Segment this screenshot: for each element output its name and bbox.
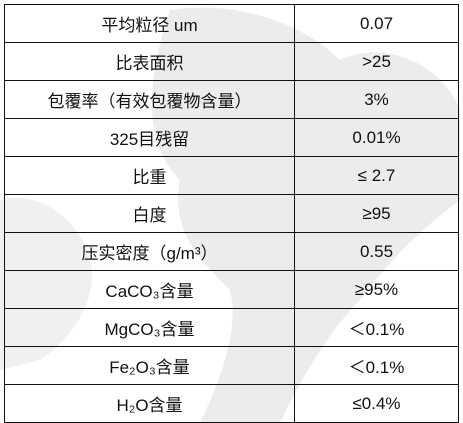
table-row: H₂O含量 ≤0.4%	[4, 384, 459, 423]
value-cell: ≤0.4%	[294, 384, 459, 423]
table-row: 比表面积 >25	[4, 42, 459, 81]
table-row: CaCO₃含量 ≥95%	[4, 270, 459, 309]
property-cell: CaCO₃含量	[4, 270, 295, 309]
value-cell: 0.07	[294, 4, 459, 43]
property-cell: MgCO₃含量	[4, 308, 295, 347]
property-cell: Fe₂O₃含量	[4, 346, 295, 385]
value-cell: ≤ 2.7	[294, 156, 459, 195]
property-cell: H₂O含量	[4, 384, 295, 423]
value-cell: 0.01%	[294, 118, 459, 157]
table-row: 平均粒径 um 0.07	[4, 4, 459, 43]
property-cell: 压实密度（g/m³）	[4, 232, 295, 271]
value-cell: 3%	[294, 80, 459, 119]
property-cell: 包覆率（有效包覆物含量）	[4, 80, 295, 119]
value-cell: >25	[294, 42, 459, 81]
value-cell: ＜0.1%	[294, 308, 459, 347]
value-cell: ＜0.1%	[294, 346, 459, 385]
value-cell: ≥95%	[294, 270, 459, 309]
table-row: MgCO₃含量 ＜0.1%	[4, 308, 459, 347]
value-cell: ≥95	[294, 194, 459, 233]
table-row: 白度 ≥95	[4, 194, 459, 233]
value-cell: 0.55	[294, 232, 459, 271]
table-row: 压实密度（g/m³） 0.55	[4, 232, 459, 271]
table-row: 比重 ≤ 2.7	[4, 156, 459, 195]
property-cell: 白度	[4, 194, 295, 233]
property-cell: 平均粒径 um	[4, 4, 295, 43]
table-row: Fe₂O₃含量 ＜0.1%	[4, 346, 459, 385]
table-row: 325目残留 0.01%	[4, 118, 459, 157]
table-row: 包覆率（有效包覆物含量） 3%	[4, 80, 459, 119]
spec-table: 平均粒径 um 0.07 比表面积 >25 包覆率（有效包覆物含量） 3% 325目残留 0.…	[4, 4, 459, 423]
property-cell: 325目残留	[4, 118, 295, 157]
property-cell: 比表面积	[4, 42, 295, 81]
property-cell: 比重	[4, 156, 295, 195]
